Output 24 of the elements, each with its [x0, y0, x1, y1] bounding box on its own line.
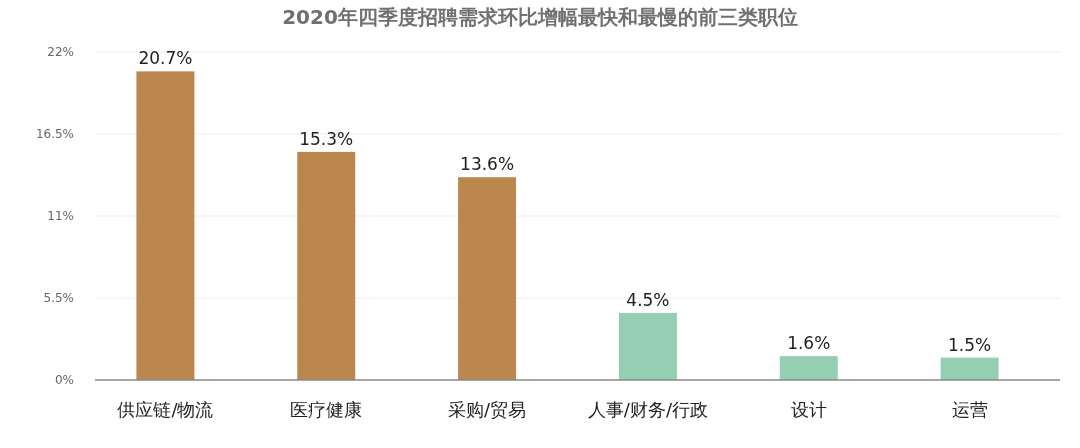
x-tick-label: 医疗健康 — [290, 399, 363, 420]
data-label: 20.7% — [138, 48, 193, 69]
y-tick-label: 5.5% — [43, 291, 74, 305]
data-label: 4.5% — [626, 289, 670, 310]
bar — [458, 177, 517, 380]
x-tick-label: 采购/贸易 — [448, 399, 527, 420]
bar — [940, 357, 999, 380]
y-tick-label: 11% — [47, 209, 74, 223]
data-label: 1.6% — [787, 333, 831, 354]
bar — [618, 312, 677, 380]
y-tick-label: 22% — [47, 45, 74, 59]
data-label: 1.5% — [947, 334, 992, 355]
bar — [136, 71, 195, 380]
chart-title: 2020年四季度招聘需求环比增幅最快和最慢的前三类职位 — [282, 5, 798, 29]
x-tick-label: 运营 — [951, 399, 988, 420]
x-tick-label: 人事/财务/行政 — [587, 399, 708, 420]
bar — [779, 356, 838, 380]
data-label: 15.3% — [299, 128, 354, 149]
bar — [297, 151, 356, 380]
y-tick-label: 0% — [54, 373, 74, 387]
x-tick-label: 供应链/物流 — [117, 399, 214, 420]
x-tick-label: 设计 — [790, 399, 827, 420]
y-tick-label: 16.5% — [35, 127, 74, 141]
data-label: 13.6% — [460, 154, 515, 175]
